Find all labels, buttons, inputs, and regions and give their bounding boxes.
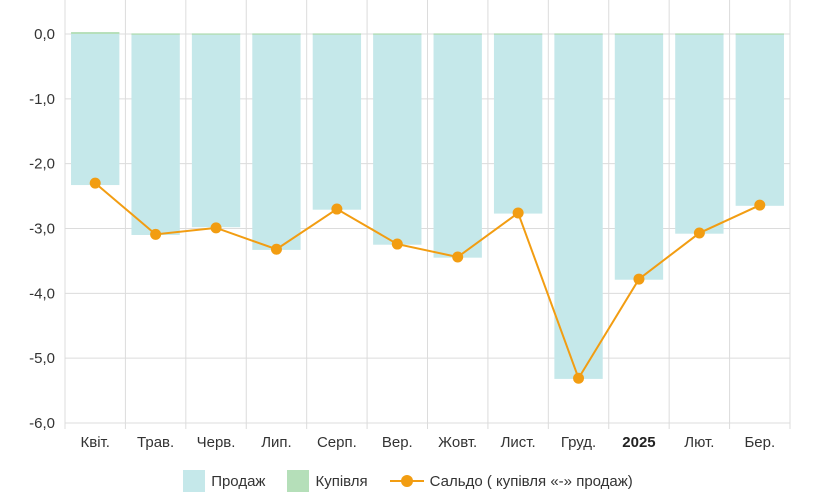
legend-swatch-balance bbox=[389, 470, 424, 492]
bar-purchase bbox=[312, 33, 362, 35]
bar-sales bbox=[252, 34, 301, 250]
bar-purchase bbox=[554, 33, 603, 35]
chart-legend: Продаж Купівля Сальдо ( купівля «-» прод… bbox=[0, 470, 816, 492]
x-tick-label: Вер. bbox=[382, 434, 413, 451]
bar-sales bbox=[554, 34, 603, 379]
point-balance bbox=[754, 199, 766, 211]
legend-label-purchase: Купівля bbox=[315, 472, 368, 490]
x-tick-label: Лип. bbox=[261, 434, 292, 451]
legend-item-sales[interactable]: Продаж bbox=[183, 470, 265, 492]
legend-label-sales: Продаж bbox=[211, 472, 266, 490]
legend-swatch-sales bbox=[183, 470, 206, 492]
y-tick-label: 0,0 bbox=[34, 26, 55, 43]
point-balance bbox=[633, 273, 645, 285]
point-balance bbox=[270, 243, 282, 255]
y-tick-label: -5,0 bbox=[29, 350, 55, 367]
point-balance bbox=[89, 177, 101, 189]
bar-sales bbox=[312, 34, 362, 210]
bar-purchase bbox=[191, 33, 241, 35]
x-tick-label: Лист. bbox=[501, 434, 536, 451]
bar-purchase bbox=[735, 33, 784, 35]
legend-swatch-purchase bbox=[287, 470, 310, 492]
bar-sales bbox=[373, 34, 422, 245]
bar-sales bbox=[675, 34, 724, 234]
bar-sales bbox=[735, 34, 784, 206]
series-line-balance bbox=[94, 182, 761, 381]
bar-purchase bbox=[252, 33, 301, 35]
legend-item-balance[interactable]: Сальдо ( купівля «-» продаж) bbox=[389, 470, 633, 492]
bar-sales bbox=[433, 34, 482, 258]
bar-sales bbox=[493, 34, 543, 214]
y-tick-label: -1,0 bbox=[29, 91, 55, 108]
y-tick-label: -6,0 bbox=[29, 415, 55, 432]
x-tick-label: Серп. bbox=[317, 434, 357, 451]
chart-plot: 0,0 -1,0 -2,0 -3,0 -4,0 -5,0 -6,0 Квіт. Трав. Чер… bbox=[29, 0, 791, 451]
x-tick-label: Бер. bbox=[744, 434, 775, 451]
x-tick-label: Жовт. bbox=[438, 434, 477, 451]
legend-item-purchase[interactable]: Купівля bbox=[287, 470, 368, 492]
y-tick-label: -4,0 bbox=[29, 285, 55, 302]
bar-sales bbox=[131, 34, 180, 235]
bar-sales bbox=[614, 34, 664, 280]
x-tick-label: Груд. bbox=[561, 434, 596, 451]
legend-label-balance: Сальдо ( купівля «-» продаж) bbox=[429, 472, 633, 490]
bar-sales bbox=[71, 34, 120, 186]
point-balance bbox=[150, 228, 162, 240]
x-tick-label: Черв. bbox=[197, 434, 236, 451]
point-balance bbox=[693, 227, 705, 239]
x-tick-label: Квіт. bbox=[80, 434, 109, 451]
point-balance bbox=[210, 222, 222, 234]
point-balance bbox=[573, 372, 585, 384]
point-balance bbox=[512, 207, 524, 219]
bar-purchase bbox=[71, 32, 120, 34]
y-tick-label: -2,0 bbox=[29, 156, 55, 173]
bar-purchase bbox=[493, 33, 543, 35]
x-tick-label: Трав. bbox=[137, 434, 174, 451]
bar-sales bbox=[191, 34, 241, 228]
point-balance bbox=[391, 238, 403, 250]
bar-purchase bbox=[373, 33, 422, 35]
point-balance bbox=[452, 251, 464, 263]
bar-purchase bbox=[433, 33, 482, 35]
point-balance bbox=[331, 203, 343, 215]
x-tick-label: Лют. bbox=[684, 434, 714, 451]
bar-purchase bbox=[614, 33, 664, 35]
y-tick-label: -3,0 bbox=[29, 221, 55, 238]
x-tick-label: 2025 bbox=[622, 434, 655, 451]
bar-purchase bbox=[131, 33, 180, 35]
bar-purchase bbox=[675, 33, 724, 35]
